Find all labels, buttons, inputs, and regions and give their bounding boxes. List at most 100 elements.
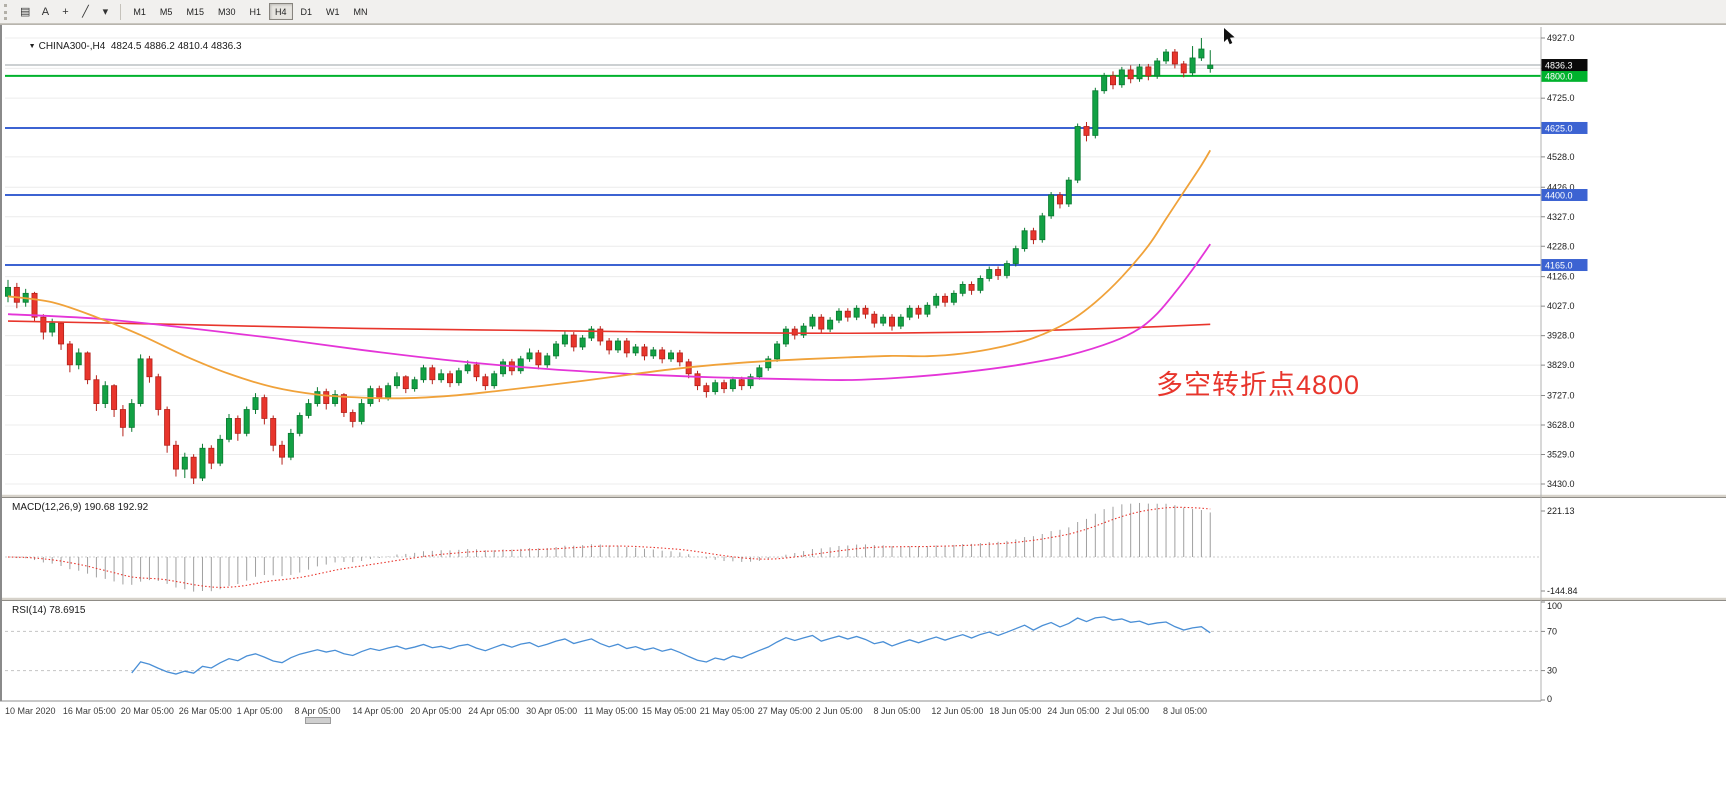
chart-annotation-text[interactable]: 多空转折点4800 bbox=[1156, 370, 1361, 400]
candle-body bbox=[835, 310, 842, 321]
time-label: 10 Mar 2020 bbox=[5, 706, 56, 716]
candle-body bbox=[729, 379, 736, 390]
hline-badge-4165.0: 4165.0 bbox=[1541, 259, 1588, 272]
timeframe-h4[interactable]: H4 bbox=[268, 3, 293, 20]
panel-separator[interactable] bbox=[0, 494, 1726, 498]
toolbar-separator bbox=[120, 3, 122, 20]
price-label: 4126.0 bbox=[1547, 272, 1575, 282]
current-price-badge: 4836.3 bbox=[1541, 59, 1588, 72]
text-tool-button[interactable]: A bbox=[36, 3, 54, 21]
time-label: 20 Mar 05:00 bbox=[121, 706, 174, 716]
timeframe-m30[interactable]: M30 bbox=[212, 3, 242, 20]
candle-body bbox=[1030, 230, 1037, 241]
candle-body bbox=[959, 283, 966, 294]
candle-body bbox=[1118, 69, 1125, 86]
time-label: 16 Mar 05:00 bbox=[63, 706, 116, 716]
price-label: 4228.0 bbox=[1547, 241, 1575, 251]
rsi-scale-label: 100 bbox=[1547, 601, 1562, 611]
timeframe-d1[interactable]: D1 bbox=[295, 3, 319, 20]
candle-body bbox=[323, 391, 330, 404]
price-label: 3628.0 bbox=[1547, 420, 1575, 430]
chart-window: 4927.04825.04725.04625.04528.04426.04327… bbox=[0, 24, 1726, 795]
candle-body bbox=[614, 340, 621, 351]
price-axis[interactable]: 4927.04825.04725.04625.04528.04426.04327… bbox=[0, 25, 1578, 704]
candle-body bbox=[650, 349, 657, 357]
candle-body bbox=[420, 367, 427, 381]
candle-body bbox=[500, 361, 507, 375]
ma-red-line bbox=[7, 320, 1211, 335]
timeframe-m1[interactable]: M1 bbox=[127, 3, 152, 20]
candle-body bbox=[358, 403, 365, 422]
price-gridlines bbox=[5, 37, 1541, 485]
candle-body bbox=[5, 286, 11, 297]
candle-body bbox=[1101, 75, 1108, 92]
ma-orange-line bbox=[7, 149, 1212, 400]
toolbar-grip[interactable] bbox=[4, 3, 11, 20]
time-label: 8 Apr 05:00 bbox=[295, 706, 341, 716]
horizontal-scrollbar-thumb[interactable] bbox=[305, 717, 331, 724]
chevron-down-icon[interactable]: ▾ bbox=[96, 3, 114, 21]
candle-body bbox=[464, 364, 471, 372]
time-axis[interactable]: 10 Mar 2020 16 Mar 05:00 20 Mar 05:00 26 Ma… bbox=[0, 700, 1541, 716]
candle-body bbox=[217, 438, 224, 464]
time-label: 2 Jul 05:00 bbox=[1105, 706, 1149, 716]
candle-body bbox=[252, 397, 259, 410]
candle-body bbox=[1207, 64, 1214, 69]
candle-body bbox=[1003, 263, 1010, 276]
candle-body bbox=[1189, 57, 1196, 74]
chart-menu-triangle-icon[interactable]: ▼ bbox=[28, 43, 36, 50]
svg-text:4800.0: 4800.0 bbox=[1545, 71, 1573, 81]
candle-body bbox=[597, 328, 604, 342]
candle-body bbox=[712, 382, 719, 393]
price-label: 3727.0 bbox=[1547, 391, 1575, 401]
candle-body bbox=[1083, 126, 1090, 136]
candle-body bbox=[986, 269, 993, 279]
time-label: 11 May 05:00 bbox=[584, 706, 638, 716]
time-label: 24 Jun 05:00 bbox=[1047, 706, 1099, 716]
hline-badge-4400.0: 4400.0 bbox=[1541, 189, 1588, 202]
candle-body bbox=[561, 334, 568, 345]
price-label: 4327.0 bbox=[1547, 212, 1575, 222]
candle-body bbox=[137, 358, 144, 404]
candle-body bbox=[570, 334, 577, 348]
candle-body bbox=[526, 352, 533, 360]
macd-scale-bottom: -144.84 bbox=[1547, 586, 1578, 596]
chart-title-ohlc: 4824.5 4886.2 4810.4 4836.3 bbox=[110, 41, 242, 52]
candle-body bbox=[641, 346, 648, 357]
panel-separator[interactable] bbox=[0, 597, 1726, 601]
candle-body bbox=[49, 322, 56, 333]
time-label: 26 Mar 05:00 bbox=[179, 706, 232, 716]
price-label: 3529.0 bbox=[1547, 450, 1575, 460]
chart-title-symbol: CHINA300-,H4 bbox=[38, 41, 106, 52]
chart-canvas[interactable]: 4927.04825.04725.04625.04528.04426.04327… bbox=[0, 25, 1726, 795]
rsi-panel bbox=[5, 616, 1541, 675]
timeframe-h1[interactable]: H1 bbox=[243, 3, 267, 20]
candle-body bbox=[305, 403, 312, 416]
timeframe-m15[interactable]: M15 bbox=[180, 3, 210, 20]
timeframe-m5[interactable]: M5 bbox=[154, 3, 179, 20]
candle-body bbox=[800, 325, 807, 336]
candle-body bbox=[287, 432, 294, 458]
candle-body bbox=[915, 307, 922, 315]
candle-body bbox=[968, 283, 975, 291]
candle-body bbox=[438, 373, 445, 381]
candle-body bbox=[659, 349, 666, 360]
candle-body bbox=[517, 358, 524, 372]
candle-body bbox=[279, 444, 286, 458]
crosshair-icon[interactable]: + bbox=[56, 3, 74, 21]
charts-bar-icon[interactable]: ▤ bbox=[16, 3, 34, 21]
timeframe-mn[interactable]: MN bbox=[348, 3, 374, 20]
trendline-tool-icon[interactable]: ╱ bbox=[76, 3, 94, 21]
candle-body bbox=[1163, 51, 1170, 62]
candle-body bbox=[703, 385, 710, 393]
price-label: 4725.0 bbox=[1547, 93, 1575, 103]
price-label: 4927.0 bbox=[1547, 33, 1575, 43]
timeframe-w1[interactable]: W1 bbox=[320, 3, 346, 20]
candle-body bbox=[809, 316, 816, 327]
candle-body bbox=[376, 388, 383, 399]
candle-body bbox=[553, 343, 560, 357]
candle-body bbox=[818, 316, 825, 330]
time-label: 24 Apr 05:00 bbox=[468, 706, 519, 716]
candle-body bbox=[995, 269, 1002, 276]
